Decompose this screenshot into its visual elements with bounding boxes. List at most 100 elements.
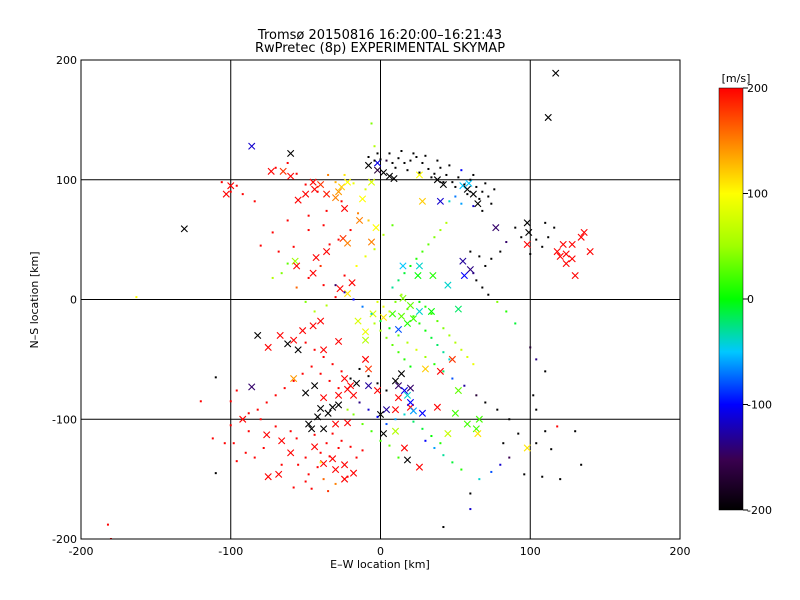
point-dot: [535, 358, 538, 361]
point-dot: [370, 430, 373, 433]
point-dot: [391, 286, 394, 289]
point-dot: [544, 430, 547, 433]
point-dot: [286, 161, 289, 164]
point-dot: [379, 158, 382, 161]
x-tick-label: 200: [670, 545, 691, 558]
point-dot: [307, 214, 310, 217]
point-cross: [254, 331, 262, 340]
point-cross: [340, 461, 349, 469]
point-dot: [352, 182, 355, 185]
point-dot: [517, 432, 520, 435]
point-dot: [370, 122, 373, 125]
grid-lines: [81, 60, 680, 539]
point-dot: [397, 456, 400, 459]
point-cross: [474, 430, 482, 438]
point-cross: [390, 174, 398, 183]
point-cross: [248, 383, 256, 391]
point-cross: [379, 168, 388, 177]
point-dot: [421, 427, 424, 430]
point-dot: [319, 264, 322, 267]
point-dot: [535, 408, 538, 411]
point-dot: [544, 221, 547, 224]
chart-subtitle: RwPretec (8p) EXPERIMENTAL SKYMAP: [255, 41, 505, 56]
point-dot: [343, 274, 346, 277]
point-dot: [460, 202, 463, 205]
point-dot: [286, 219, 289, 222]
point-cross: [291, 257, 299, 265]
point-cross: [227, 182, 235, 190]
point-dot: [454, 195, 457, 198]
point-dot: [352, 413, 355, 416]
point-dot: [424, 355, 427, 358]
point-cross: [334, 337, 343, 346]
point-cross: [287, 172, 295, 180]
point-cross: [354, 317, 362, 325]
point-cross: [343, 178, 352, 186]
point-dot: [460, 169, 463, 172]
point-dot: [271, 276, 274, 279]
point-dot: [403, 272, 406, 275]
point-dot: [379, 329, 382, 332]
colorbar-ticks: 200 100 0 -100 -200: [743, 82, 772, 517]
point-dot: [220, 181, 223, 184]
point-cross: [361, 328, 370, 336]
point-dot: [373, 248, 376, 251]
point-cross: [302, 190, 310, 198]
point-dot: [484, 264, 487, 267]
point-dot: [433, 446, 436, 449]
point-cross: [349, 469, 358, 477]
point-cross: [328, 403, 337, 411]
point-cross: [346, 382, 355, 390]
point-cross: [340, 374, 349, 383]
point-dot: [502, 442, 505, 445]
point-cross: [348, 279, 356, 287]
point-dot: [229, 400, 232, 403]
point-dot: [403, 161, 406, 164]
point-dot: [448, 334, 451, 337]
point-dot: [340, 200, 343, 203]
point-dot: [541, 245, 544, 248]
point-cross: [475, 415, 483, 423]
point-dot: [397, 279, 400, 282]
point-dot: [319, 451, 322, 454]
point-dot: [505, 241, 508, 244]
point-cross: [317, 317, 325, 325]
point-cross: [400, 444, 409, 452]
point-cross: [472, 425, 480, 433]
point-cross: [323, 248, 331, 256]
point-cross: [586, 248, 594, 256]
point-dot: [265, 401, 268, 404]
point-dot: [340, 370, 343, 373]
point-cross: [373, 386, 382, 395]
point-cross: [409, 315, 418, 323]
point-dot: [421, 250, 424, 253]
point-dot: [391, 161, 394, 164]
point-dot: [310, 365, 313, 368]
point-cross: [409, 407, 418, 415]
point-cross: [294, 196, 302, 204]
point-cross: [320, 346, 328, 354]
point-dot: [274, 166, 277, 169]
point-dot: [297, 463, 300, 466]
point-cross: [263, 431, 271, 439]
point-dot: [352, 298, 355, 301]
point-dot: [349, 377, 352, 380]
point-dot: [322, 478, 325, 481]
point-dot: [412, 152, 415, 155]
point-cross: [406, 398, 415, 407]
point-dot: [322, 355, 325, 358]
point-cross: [180, 225, 188, 233]
point-cross: [394, 382, 403, 390]
point-dot: [388, 152, 391, 155]
point-cross: [415, 463, 424, 471]
point-cross: [239, 415, 247, 423]
point-dot: [472, 205, 475, 208]
point-dot: [385, 336, 388, 339]
point-cross: [415, 307, 424, 316]
point-cross: [469, 190, 477, 198]
point-dot: [400, 150, 403, 153]
point-cross: [403, 456, 412, 464]
point-dot: [478, 478, 481, 481]
point-dot: [421, 161, 424, 164]
